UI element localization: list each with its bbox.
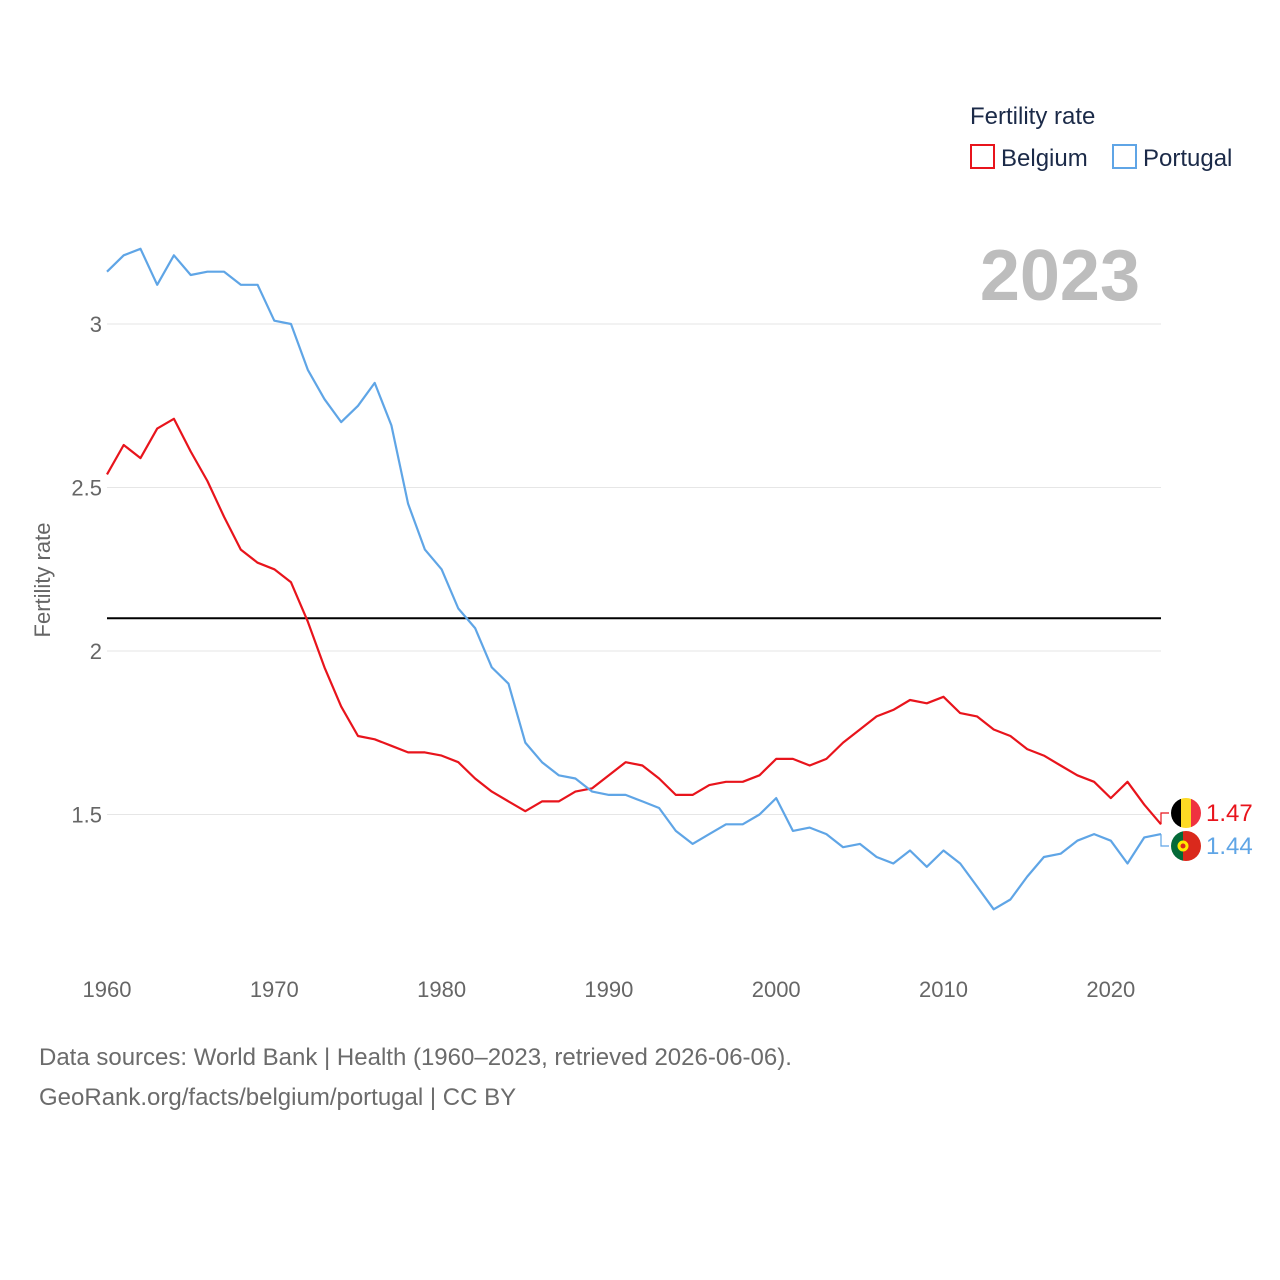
flag-stripe-black — [1171, 798, 1181, 828]
end-value-label-belgium: 1.47 — [1206, 800, 1253, 827]
x-tick-label: 2010 — [919, 977, 968, 1002]
x-tick-labels: 1960 1970 1980 1990 2000 2010 2020 — [83, 977, 1136, 1002]
portugal-flag-icon — [1171, 831, 1201, 861]
y-tick-label: 3 — [90, 312, 102, 337]
flag-field-red — [1183, 831, 1201, 861]
legend-swatch-belgium[interactable] — [970, 144, 995, 169]
y-axis-label: Fertility rate — [30, 523, 55, 638]
y-tick-labels: 1.5 2 2.5 3 — [71, 312, 102, 828]
series-line-portugal[interactable] — [106, 247, 1162, 911]
source-line-1: Data sources: World Bank | Health (1960–… — [39, 1044, 792, 1071]
flag-fill — [1171, 798, 1201, 828]
legend-label-belgium[interactable]: Belgium — [1001, 145, 1088, 172]
flag-stripe-red — [1191, 798, 1201, 828]
source-line-2: GeoRank.org/facts/belgium/portugal | CC … — [39, 1084, 517, 1111]
y-tick-label: 2 — [90, 639, 102, 664]
x-tick-label: 2000 — [752, 977, 801, 1002]
x-tick-label: 1970 — [250, 977, 299, 1002]
flag-fill — [1171, 831, 1201, 861]
flag-emblem-center — [1180, 843, 1186, 849]
end-value-label-portugal: 1.44 — [1206, 833, 1253, 860]
fertility-chart: 1.5 2 2.5 3 1960 1970 1980 1990 2000 2010 2020 Fe… — [30, 103, 1253, 1002]
legend-label-portugal[interactable]: Portugal — [1143, 145, 1232, 172]
x-tick-label: 1960 — [83, 977, 132, 1002]
flag-stripe-yellow — [1181, 798, 1191, 828]
x-tick-label: 1990 — [584, 977, 633, 1002]
series-lines — [106, 247, 1162, 911]
end-connector-belgium — [1160, 812, 1169, 825]
flag-field-green — [1171, 831, 1183, 861]
series-line-belgium[interactable] — [106, 417, 1162, 826]
legend-swatch-portugal[interactable] — [1112, 144, 1137, 169]
x-tick-label: 2020 — [1086, 977, 1135, 1002]
legend-title: Fertility rate — [970, 103, 1095, 130]
year-display: 2023 — [980, 236, 1140, 316]
gridlines — [107, 323, 1161, 815]
belgium-flag-icon — [1171, 798, 1201, 828]
x-tick-label: 1980 — [417, 977, 466, 1002]
end-markers: 1.47 1.44 — [1160, 798, 1253, 861]
y-tick-label: 1.5 — [71, 803, 102, 828]
legend: Fertility rate Belgium Portugal — [970, 103, 1232, 172]
end-connector-portugal — [1160, 834, 1169, 847]
y-tick-label: 2.5 — [71, 476, 102, 501]
